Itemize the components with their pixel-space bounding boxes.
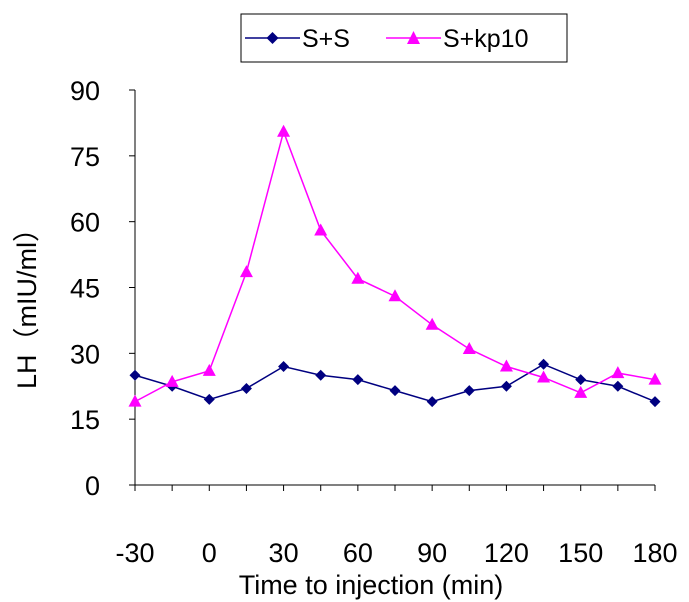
y-tick-label: 60	[70, 208, 100, 238]
data-point-s-kp10	[128, 394, 142, 407]
series-layer	[128, 124, 662, 408]
legend: S+S S+kp10	[240, 13, 568, 63]
y-tick-label: 0	[85, 471, 100, 501]
x-tick-label: 120	[484, 538, 529, 568]
data-point-s-kp10	[202, 363, 216, 376]
data-point-s-kp10	[165, 374, 179, 387]
y-axis-ticks: 0 15 30 45 60 75 90	[70, 76, 135, 501]
legend-label-s-kp10: S+kp10	[443, 25, 529, 53]
x-tick-label: 0	[202, 538, 217, 568]
data-point-s-s	[352, 374, 364, 386]
data-point-s-kp10	[462, 341, 476, 354]
data-point-s-kp10	[277, 124, 291, 137]
x-tick-label: 150	[558, 538, 603, 568]
legend-marker-s-kp10	[407, 31, 420, 44]
legend-label-s-s: S+S	[302, 25, 350, 53]
data-point-s-kp10	[388, 289, 402, 302]
x-tick-label: -30	[115, 538, 154, 568]
y-tick-label: 45	[70, 274, 100, 304]
data-point-s-kp10	[351, 271, 365, 284]
data-point-s-s	[649, 396, 661, 408]
data-point-s-s	[315, 369, 327, 381]
x-tick-label: 90	[417, 538, 447, 568]
data-point-s-kp10	[611, 366, 625, 379]
data-point-s-kp10	[574, 385, 588, 398]
data-point-s-s	[129, 369, 141, 381]
data-point-s-s	[203, 393, 215, 405]
data-point-s-s	[500, 380, 512, 392]
plot-area: 0 15 30 45 60 75 90 -30 0 30 60 90 120 150 180	[70, 76, 678, 568]
data-point-s-kp10	[425, 317, 439, 330]
y-tick-label: 90	[70, 76, 100, 106]
data-point-s-s	[278, 361, 290, 372]
data-point-s-s	[575, 374, 587, 386]
data-point-s-s	[426, 396, 438, 408]
data-point-s-kp10	[499, 359, 513, 372]
x-tick-label: 60	[343, 538, 373, 568]
y-axis-title: LH（mIU/ml）	[12, 215, 42, 389]
series-line-s-kp10	[134, 129, 656, 403]
data-point-s-kp10	[314, 223, 328, 236]
data-point-s-s	[463, 385, 475, 397]
y-tick-label: 15	[70, 405, 100, 435]
x-tick-label: 180	[632, 538, 677, 568]
x-axis-title: Time to injection (min)	[239, 570, 504, 600]
x-tick-label: 30	[269, 538, 299, 568]
data-point-s-s	[538, 358, 550, 370]
data-point-s-s	[240, 382, 252, 394]
y-tick-label: 30	[70, 339, 100, 369]
data-point-s-kp10	[239, 265, 253, 278]
data-point-s-kp10	[648, 372, 662, 385]
data-point-s-s	[612, 380, 624, 392]
data-point-s-s	[389, 385, 401, 397]
legend-marker-s-s	[266, 32, 279, 44]
y-tick-label: 75	[70, 142, 100, 172]
data-point-s-kp10	[537, 370, 551, 383]
x-axis-ticks: -30 0 30 60 90 120 150 180	[115, 485, 678, 568]
